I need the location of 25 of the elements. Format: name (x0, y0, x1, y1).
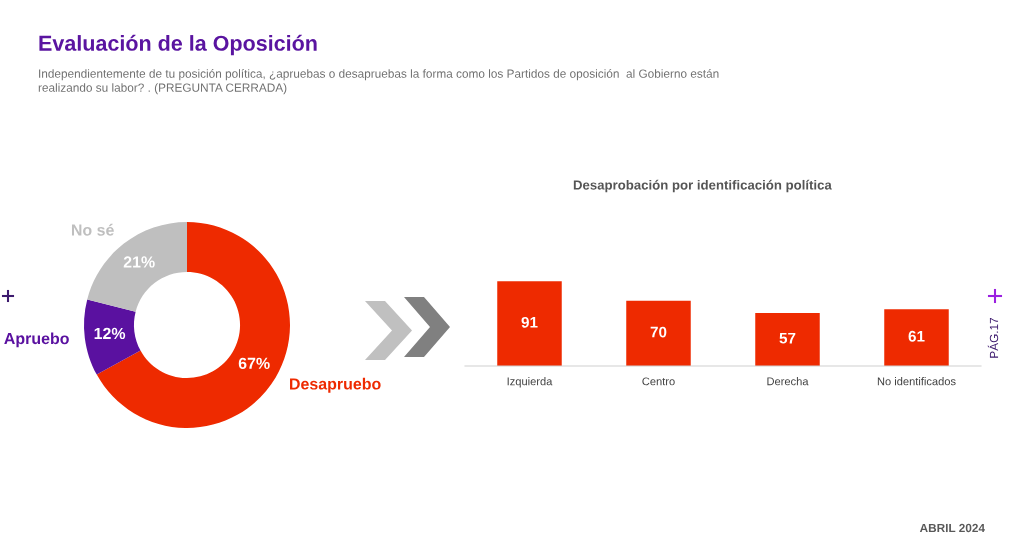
data-label: 21% (123, 256, 155, 268)
data-label: 12% (94, 327, 126, 340)
x-tick-label: Centro (642, 377, 675, 386)
data-label: 70 (650, 326, 667, 338)
bar (497, 281, 562, 366)
slice-label: No sé (71, 223, 114, 236)
data-label: 91 (521, 316, 538, 328)
x-tick-label: No identificados (877, 377, 956, 386)
data-label: 67% (238, 357, 270, 369)
x-tick-label: Izquierda (507, 377, 553, 388)
donut-slice (84, 299, 141, 375)
bar (884, 309, 949, 366)
chart-title: Evaluación de la Oposición (39, 34, 317, 56)
text: ABRIL 2024 (919, 523, 985, 533)
slice-label: Apruebo (4, 332, 69, 348)
slice-label: Desapruebo (290, 377, 381, 393)
text: PÁG.17 (987, 317, 999, 358)
donut-slice (96, 222, 290, 428)
bar (626, 300, 691, 366)
x-tick-label: Derecha (767, 377, 809, 386)
bar (755, 312, 820, 366)
chart-title: Desaprobación por identificación política (573, 179, 832, 193)
data-label: 57 (779, 332, 796, 344)
chart-subtitle: Independientemente de tu posición política, ¿apruebas o desapruebas la forma como los Partidos de oposición al Gobierno están realizando su labor? . (PREGUNTA CERRADA) (38, 69, 719, 95)
data-label: 61 (908, 330, 925, 342)
